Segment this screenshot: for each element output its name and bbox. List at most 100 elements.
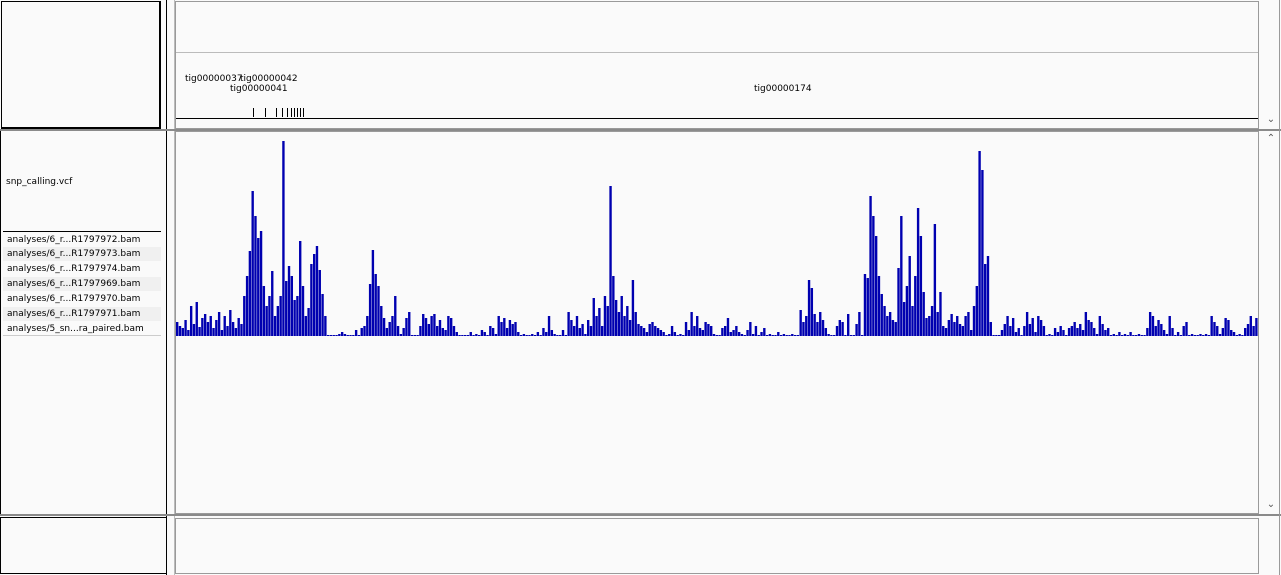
variant-bar[interactable] — [528, 335, 531, 336]
variant-bar[interactable] — [416, 335, 419, 336]
variant-bar[interactable] — [888, 312, 892, 336]
variant-bar[interactable] — [285, 281, 288, 336]
variant-bar[interactable] — [533, 335, 537, 336]
variant-bar[interactable] — [1003, 324, 1006, 336]
variant-bar[interactable] — [1157, 320, 1160, 336]
variant-bar[interactable] — [257, 238, 260, 336]
variant-bar[interactable] — [536, 332, 540, 336]
variant-bar[interactable] — [265, 306, 268, 336]
variant-bar[interactable] — [634, 312, 637, 336]
variant-bar[interactable] — [187, 330, 190, 336]
variant-bar[interactable] — [1034, 332, 1037, 336]
variant-bar[interactable] — [595, 316, 598, 336]
variant-bar[interactable] — [1062, 330, 1065, 336]
variant-bar[interactable] — [805, 316, 808, 336]
variant-bar[interactable] — [721, 328, 724, 336]
variant-bar[interactable] — [310, 264, 313, 336]
variant-bar[interactable] — [1070, 326, 1074, 336]
variant-bar[interactable] — [354, 330, 358, 336]
variant-bar[interactable] — [958, 324, 962, 336]
variant-bar[interactable] — [1104, 330, 1107, 336]
variant-bar[interactable] — [564, 335, 568, 336]
variant-bar[interactable] — [271, 271, 274, 336]
variant-bar[interactable] — [648, 324, 651, 336]
variant-bar[interactable] — [614, 300, 618, 336]
variant-bar[interactable] — [1101, 324, 1104, 336]
variant-bar[interactable] — [696, 316, 699, 336]
variant-bar[interactable] — [782, 334, 786, 336]
variant-bar[interactable] — [1059, 326, 1062, 336]
variant-bar[interactable] — [883, 306, 886, 336]
variant-bar[interactable] — [444, 330, 447, 336]
variant-bar[interactable] — [458, 335, 461, 336]
variant-bar[interactable] — [419, 326, 422, 336]
variant-bar[interactable] — [377, 286, 380, 336]
variant-bar[interactable] — [335, 335, 338, 336]
variant-bar[interactable] — [835, 326, 839, 336]
variant-bar[interactable] — [682, 335, 685, 336]
chevron-down-icon[interactable]: ⌄ — [1266, 499, 1276, 510]
variant-bar[interactable] — [178, 326, 182, 336]
variant-bar[interactable] — [886, 316, 889, 336]
variant-bar[interactable] — [869, 196, 872, 336]
variant-bar[interactable] — [698, 328, 702, 336]
variant-bar[interactable] — [553, 334, 556, 336]
variant-bar[interactable] — [483, 332, 486, 336]
variant-bar[interactable] — [1053, 328, 1057, 336]
variant-bar[interactable] — [1090, 322, 1093, 336]
variant-bar[interactable] — [1084, 312, 1088, 336]
variant-bar[interactable] — [642, 328, 646, 336]
variant-bar[interactable] — [1065, 335, 1068, 336]
variant-bar[interactable] — [981, 170, 984, 336]
variant-bar[interactable] — [405, 318, 408, 336]
variant-bar[interactable] — [1232, 332, 1236, 336]
variant-bar[interactable] — [394, 296, 397, 336]
variant-bar[interactable] — [449, 318, 453, 336]
variant-bar[interactable] — [609, 186, 612, 336]
variant-bar[interactable] — [726, 318, 730, 336]
variant-bar[interactable] — [1179, 335, 1183, 336]
variant-bar[interactable] — [746, 330, 749, 336]
variant-bar[interactable] — [313, 254, 316, 336]
variant-bar[interactable] — [942, 326, 945, 336]
variant-bar[interactable] — [368, 284, 372, 336]
variant-bar[interactable] — [950, 314, 953, 336]
track-name-bam-7[interactable]: analyses/5_sn...ra_paired.bam — [3, 322, 161, 336]
variant-bar[interactable] — [710, 326, 713, 336]
variant-bar[interactable] — [651, 322, 654, 336]
variant-bar[interactable] — [1171, 328, 1174, 336]
variant-bar[interactable] — [475, 334, 478, 336]
variant-bar[interactable] — [463, 335, 467, 336]
variant-bar[interactable] — [849, 335, 853, 336]
variant-bar[interactable] — [201, 318, 204, 336]
variant-bar[interactable] — [970, 330, 973, 336]
variant-bar[interactable] — [189, 306, 193, 336]
variant-bar[interactable] — [740, 334, 744, 336]
variant-bar[interactable] — [413, 335, 417, 336]
variant-bar[interactable] — [1014, 332, 1018, 336]
variant-bar[interactable] — [1000, 330, 1004, 336]
variant-bar[interactable] — [603, 296, 607, 336]
variant-bar[interactable] — [399, 334, 403, 336]
variant-bar[interactable] — [986, 256, 990, 336]
variant-bar[interactable] — [1123, 334, 1127, 336]
variant-bar[interactable] — [1134, 335, 1138, 336]
variant-bar[interactable] — [248, 251, 252, 336]
variant-bar[interactable] — [477, 335, 481, 336]
variant-bar[interactable] — [676, 335, 679, 336]
variant-bar[interactable] — [1112, 334, 1115, 336]
variant-bar[interactable] — [1137, 334, 1141, 336]
variant-bar[interactable] — [472, 335, 475, 336]
variant-bar[interactable] — [578, 328, 581, 336]
variant-bar[interactable] — [220, 330, 224, 336]
variant-bar[interactable] — [304, 316, 307, 336]
variant-bar[interactable] — [995, 335, 998, 336]
variant-bar[interactable] — [754, 326, 758, 336]
variant-bar[interactable] — [819, 312, 822, 336]
variant-bar[interactable] — [628, 320, 632, 336]
variant-bar[interactable] — [723, 326, 727, 336]
variant-bar[interactable] — [514, 322, 517, 336]
variant-bar[interactable] — [902, 302, 906, 336]
track-name-bam-5[interactable]: analyses/6_r...R1797970.bam — [7, 294, 141, 304]
variant-bar[interactable] — [198, 327, 201, 336]
